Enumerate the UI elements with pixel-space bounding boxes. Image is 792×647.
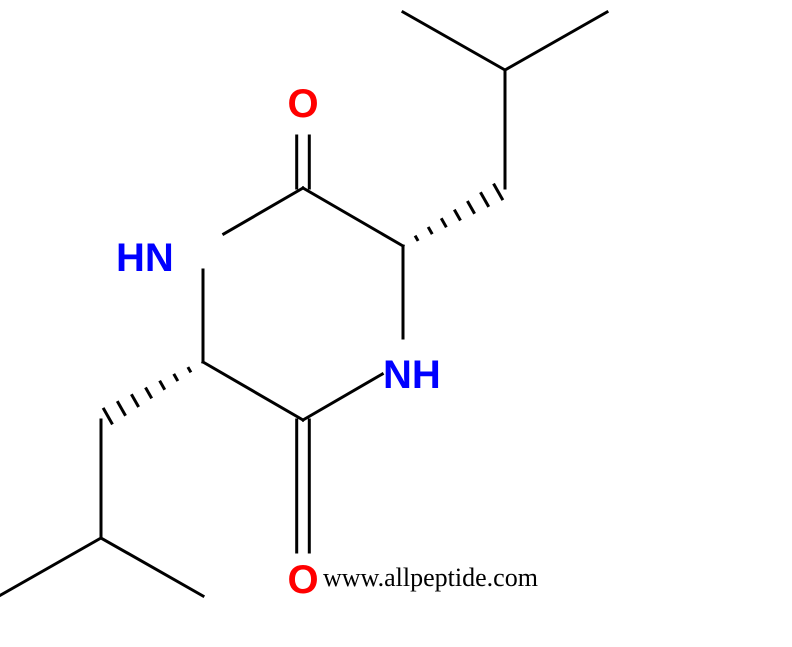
- atom-label-hn: HN: [116, 236, 174, 280]
- atom-label: O: [287, 558, 318, 602]
- atom-label: O: [287, 82, 318, 126]
- atom-label-nh: NH: [383, 353, 441, 397]
- molecule-diagram: O O HN NH www.allpeptide.com: [0, 0, 792, 647]
- watermark-text: www.allpeptide.com: [323, 563, 538, 592]
